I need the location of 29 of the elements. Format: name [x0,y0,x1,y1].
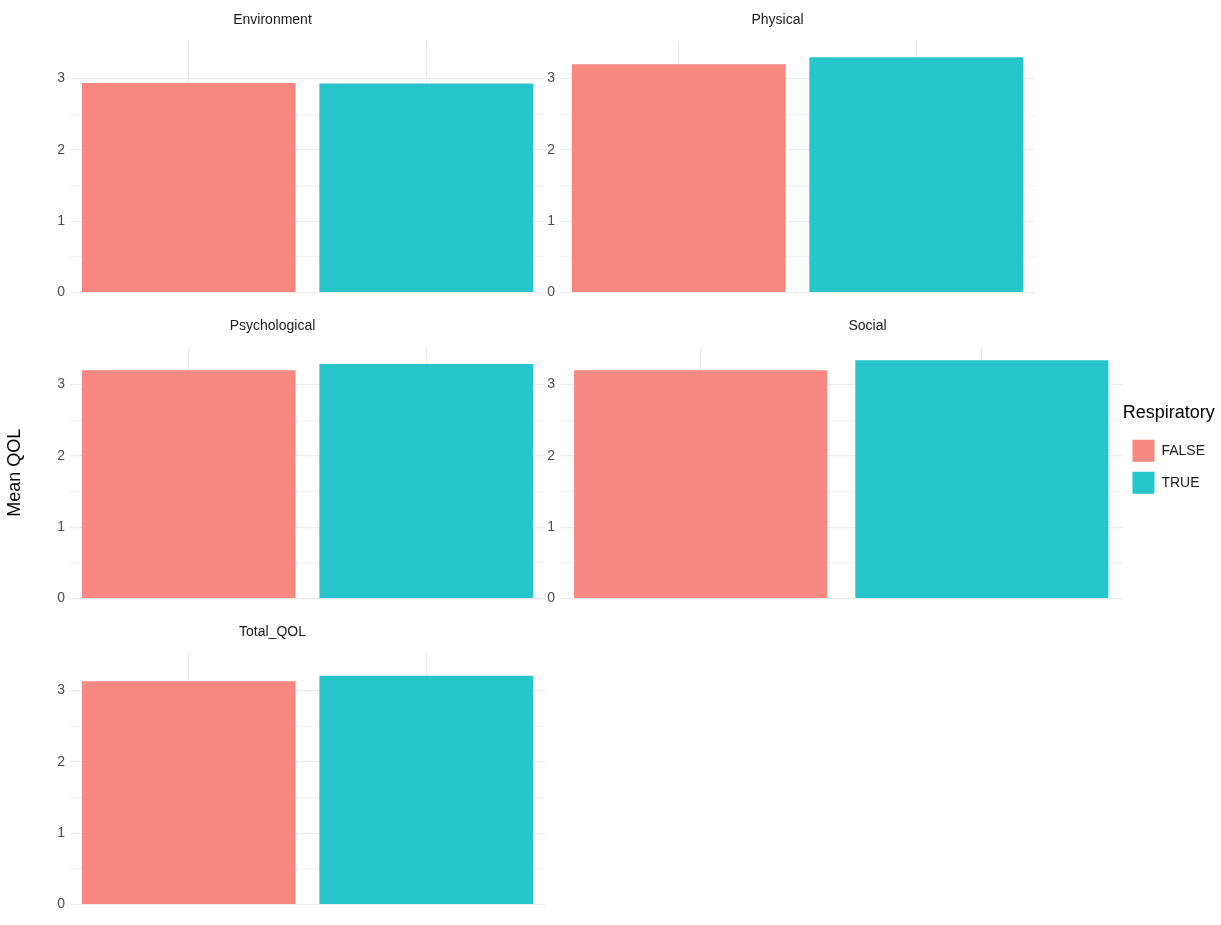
y-tick-label: 3 [547,69,556,86]
y-tick-label: 0 [57,283,66,300]
y-tick-label: 0 [547,283,556,300]
y-tick-label: 1 [547,212,556,229]
y-tick-label: 2 [57,446,66,463]
y-axis-title: Mean QOL [3,428,24,517]
y-tick-label: 3 [57,375,66,392]
y-tick-label: 0 [547,589,556,606]
y-tick-label: 2 [547,140,556,157]
y-tick-label: 0 [57,895,66,912]
y-tick-label: 1 [547,518,556,535]
y-tick-label: 3 [57,69,66,86]
chart-title: Physical [751,11,804,28]
y-tick-label: 2 [57,752,66,769]
chart-title: Total_QOL [239,623,307,640]
legend-label: FALSE [1161,441,1206,458]
y-tick-label: 3 [547,375,556,392]
y-tick-label: 2 [57,140,66,157]
y-tick-label: 1 [57,824,66,841]
chart-title: Psychological [229,317,316,334]
y-tick-label: 1 [57,212,66,229]
y-tick-label: 2 [547,446,556,463]
y-tick-label: 1 [57,518,66,535]
y-tick-label: 0 [57,589,66,606]
chart-title: Social [848,317,887,334]
legend-title: Respiratory [1122,402,1215,423]
chart-title: Environment [233,11,312,28]
y-tick-label: 3 [57,681,66,698]
legend-label: TRUE [1161,473,1200,490]
